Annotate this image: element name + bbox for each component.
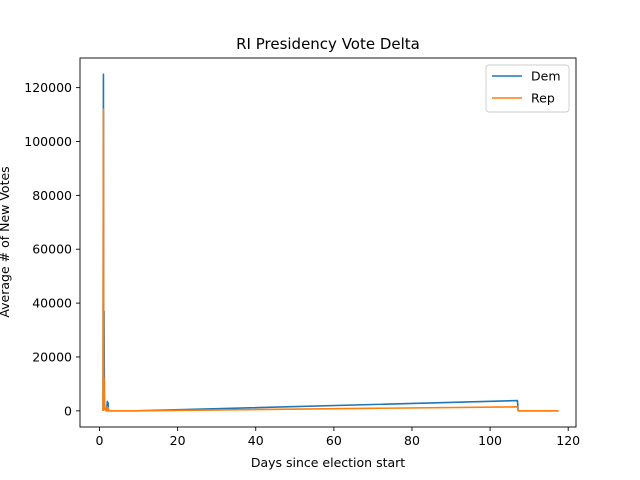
- y-tick-label: 100000: [24, 134, 72, 149]
- x-tick-label: 100: [478, 433, 502, 448]
- legend-label-rep: Rep: [531, 91, 555, 106]
- x-tick-label: 0: [96, 433, 104, 448]
- chart-title: RI Presidency Vote Delta: [236, 35, 420, 53]
- y-tick-label: 120000: [24, 80, 72, 95]
- x-tick-label: 20: [170, 433, 186, 448]
- plot-lines: [102, 73, 559, 412]
- y-axis: 0 20000 40000 60000 80000 100000 120000: [24, 80, 80, 418]
- x-tick-label: 80: [404, 433, 420, 448]
- x-axis-label: Days since election start: [251, 455, 405, 470]
- y-tick-label: 0: [64, 403, 72, 418]
- x-tick-label: 120: [556, 433, 580, 448]
- y-tick-label: 40000: [32, 296, 72, 311]
- y-axis-label: Average # of New Votes: [0, 166, 12, 317]
- plot-frame: [79, 57, 577, 428]
- y-tick-label: 60000: [32, 242, 72, 257]
- y-tick-label: 80000: [32, 188, 72, 203]
- legend: Dem Rep: [485, 64, 570, 113]
- y-tick-label: 20000: [32, 349, 72, 364]
- series-line-rep: [102, 108, 559, 412]
- x-tick-label: 60: [326, 433, 342, 448]
- x-axis: 0 20 40 60 80 100 120: [96, 427, 580, 448]
- legend-label-dem: Dem: [531, 69, 561, 84]
- x-tick-label: 40: [248, 433, 264, 448]
